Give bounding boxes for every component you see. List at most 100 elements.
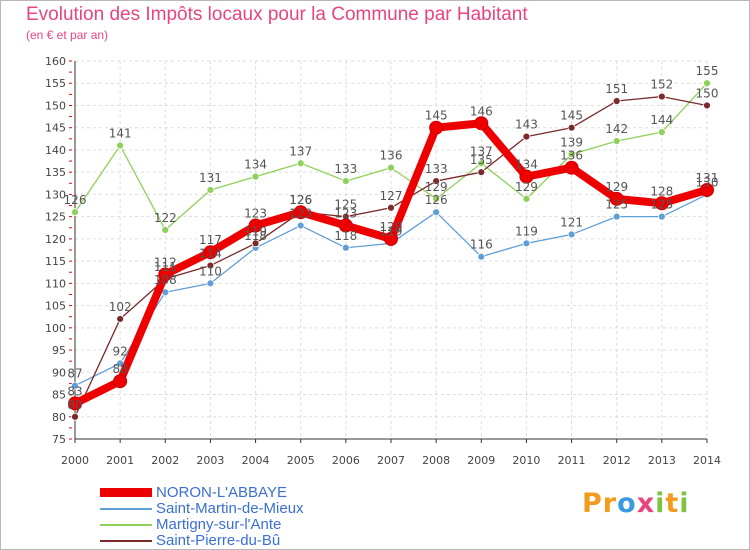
legend-swatch: [100, 524, 152, 526]
y-tick-label: 140: [45, 144, 66, 157]
data-label-0: 141: [109, 126, 132, 140]
series-point-1: [71, 381, 79, 390]
legend-swatch: [100, 488, 152, 497]
data-label-2: 135: [470, 153, 493, 167]
data-label-3: 136: [560, 149, 583, 163]
series-point-1: [567, 230, 576, 239]
x-tick-label: 2005: [287, 454, 315, 467]
data-label-2: 80: [67, 398, 82, 412]
data-label-2: 127: [380, 189, 403, 203]
data-label-0: 136: [380, 149, 403, 163]
y-tick-label: 155: [45, 77, 66, 90]
series-point-1: [657, 212, 666, 221]
x-tick-label: 2001: [106, 454, 134, 467]
series-point-3: [113, 374, 128, 389]
series-point-0: [161, 226, 170, 234]
y-tick-label: 125: [45, 211, 66, 224]
series-point-3: [68, 396, 82, 411]
x-tick-label: 2006: [332, 454, 360, 467]
series-point-2: [703, 101, 711, 110]
data-label-1: 123: [289, 207, 312, 221]
series-point-2: [387, 203, 395, 212]
series-point-1: [477, 252, 486, 261]
legend-label: Saint-Pierre-du-Bû: [156, 532, 281, 549]
data-label-3: 126: [289, 193, 312, 207]
data-label-3: 134: [515, 158, 538, 172]
series-point-2: [657, 92, 666, 101]
x-tick-label: 2002: [151, 454, 179, 467]
series-point-0: [71, 208, 79, 217]
legend-swatch: [100, 508, 152, 510]
series-point-3: [700, 182, 714, 197]
logo-letter: t: [665, 488, 680, 519]
logo-letter: x: [636, 488, 656, 519]
y-tick-label: 85: [52, 389, 66, 402]
data-label-1: 110: [199, 264, 222, 278]
series-point-1: [341, 243, 350, 252]
logo-letter: r: [602, 488, 618, 519]
series-point-0: [567, 150, 576, 159]
data-label-0: 126: [64, 193, 87, 207]
y-tick-label: 160: [45, 55, 66, 68]
data-label-1: 125: [605, 198, 628, 212]
series-point-2: [522, 132, 531, 141]
series-point-0: [206, 186, 215, 194]
data-label-3: 128: [650, 184, 673, 198]
data-labels: 126 141 122 131 134 137 133 136 129 137 129 139 142 1…: [64, 64, 719, 412]
x-tick-label: 2013: [648, 454, 676, 467]
y-tick-label: 95: [52, 344, 66, 357]
data-label-2: 143: [515, 118, 538, 132]
x-tick-label: 2000: [61, 454, 89, 467]
series-point-1: [206, 279, 215, 288]
data-label-0: 137: [470, 144, 493, 158]
x-axis: 2000 2001 2002 2003 2004 2005 2006 2007 2008 2009…: [61, 438, 721, 467]
data-label-3: 145: [425, 109, 448, 123]
data-label-2: 125: [334, 198, 357, 212]
series-point-0: [477, 159, 486, 168]
series-point-3: [609, 191, 624, 206]
series-point-0: [296, 159, 305, 168]
x-tick-label: 2014: [693, 454, 721, 467]
data-label-3: 120: [380, 220, 403, 234]
data-label-1: 119: [380, 224, 403, 238]
chart-title: Evolution des Impôts locaux pour la Comm…: [26, 4, 528, 25]
data-label-2: 114: [199, 247, 222, 261]
series-point-2: [116, 315, 125, 323]
data-label-0: 129: [515, 180, 538, 194]
logo-letter: P: [582, 488, 603, 519]
y-tick-label: 120: [45, 233, 66, 246]
x-tick-label: 2010: [512, 454, 540, 467]
series-point-1: [522, 239, 531, 248]
y-tick-label: 145: [45, 122, 66, 135]
series-point-0: [522, 194, 531, 203]
y-axis: 75 80 85 90 95 100 105 110 115 120 125 130 135 140 145…: [45, 55, 76, 446]
legend-label: Martigny-sur-l'Ante: [156, 516, 282, 533]
series-point-3: [474, 116, 489, 131]
y-tick-label: 105: [45, 300, 66, 313]
series-point-2: [612, 97, 621, 105]
x-tick-label: 2008: [422, 454, 450, 467]
data-label-2: 102: [109, 300, 132, 314]
data-label-0: 155: [696, 64, 719, 78]
series-point-2: [567, 123, 576, 132]
data-label-3: 146: [470, 104, 493, 118]
x-tick-label: 2007: [377, 454, 405, 467]
series-point-3: [293, 205, 308, 220]
data-label-2: 145: [560, 109, 583, 123]
data-label-0: 144: [650, 113, 673, 127]
y-tick-label: 130: [45, 188, 66, 201]
x-tick-label: 2009: [467, 454, 495, 467]
data-label-0: 133: [334, 162, 357, 176]
series-point-0: [612, 137, 621, 145]
data-label-1: 118: [244, 229, 267, 243]
series-point-2: [206, 261, 215, 270]
series-point-2: [477, 168, 486, 177]
data-label-1: 116: [470, 238, 493, 252]
data-label-1: 92: [113, 344, 128, 358]
series-layer: [68, 79, 714, 421]
y-tick-label: 110: [45, 277, 66, 290]
series-point-3: [519, 169, 534, 184]
series-point-0: [116, 141, 125, 150]
